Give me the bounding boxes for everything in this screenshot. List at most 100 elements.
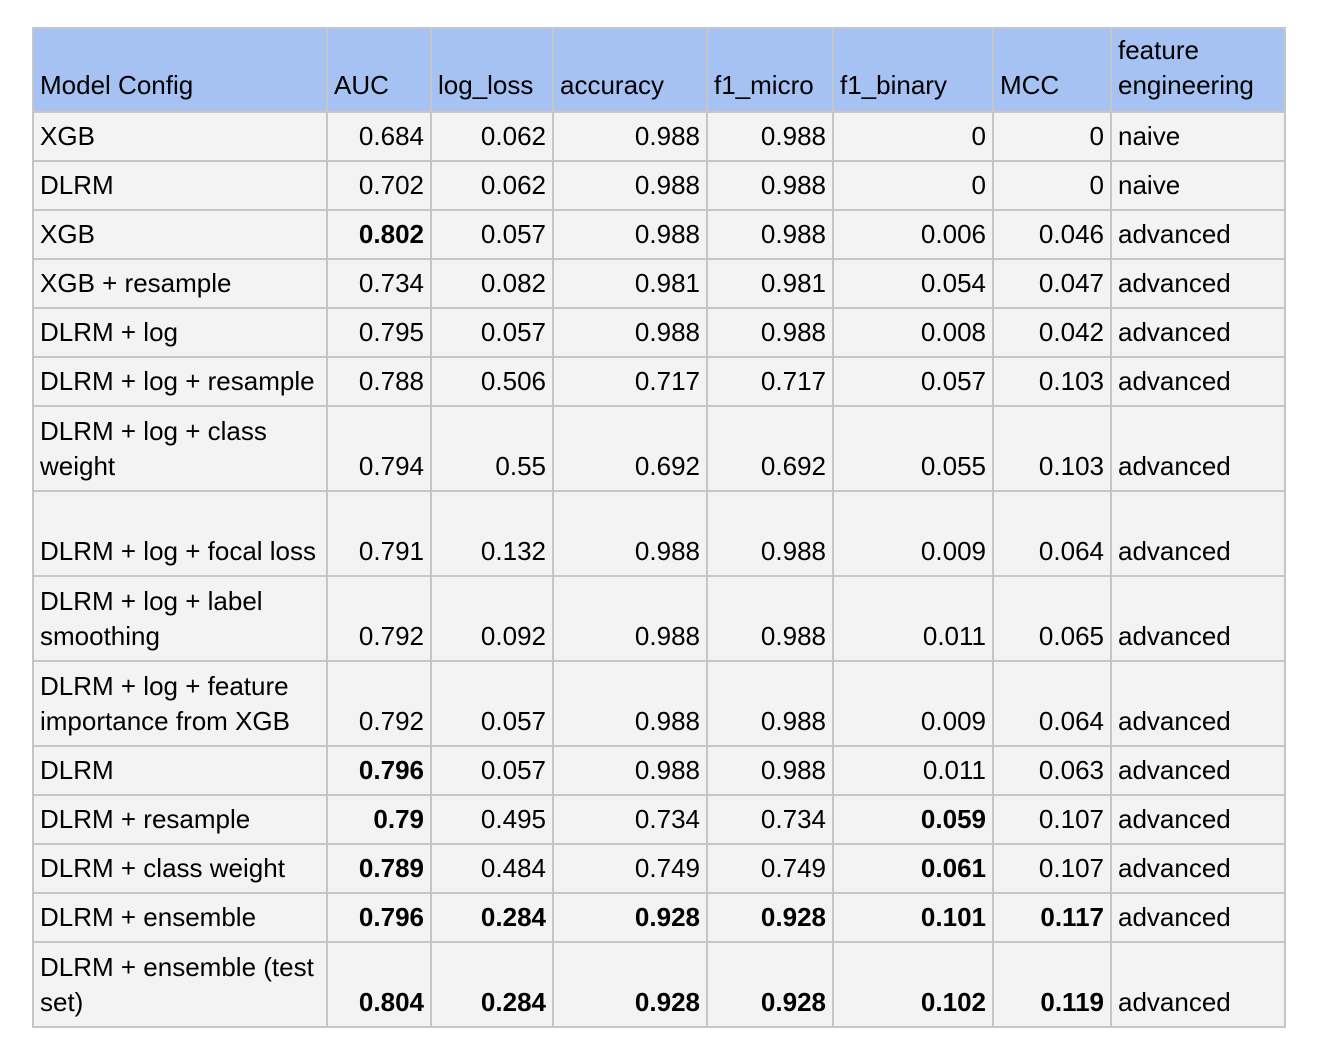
cell-log-loss: 0.484: [430, 843, 554, 894]
cell-f1-micro: 0.988: [706, 111, 834, 162]
table-row: DLRM + class weight 0.789 0.484 0.749 0.749 0…: [32, 843, 1286, 894]
cell-feature-engineering: advanced: [1110, 209, 1286, 260]
cell-mcc: 0.107: [992, 843, 1112, 894]
cell-log-loss: 0.082: [430, 258, 554, 309]
cell-f1-binary: 0.061: [832, 843, 994, 894]
cell-f1-micro: 0.749: [706, 843, 834, 894]
cell-model-config: DLRM + log + resample: [32, 356, 328, 407]
table-row: XGB 0.684 0.062 0.988 0.988 0 0 naive: [32, 111, 1286, 162]
cell-mcc: 0.107: [992, 794, 1112, 845]
cell-feature-engineering: advanced: [1110, 941, 1286, 1028]
cell-f1-micro: 0.928: [706, 941, 834, 1028]
cell-model-config: DLRM + class weight: [32, 843, 328, 894]
cell-auc: 0.734: [326, 258, 432, 309]
table-row: DLRM + log + focal loss 0.791 0.132 0.988 0.…: [32, 490, 1286, 577]
cell-feature-engineering: naive: [1110, 111, 1286, 162]
cell-log-loss: 0.057: [430, 209, 554, 260]
cell-auc: 0.791: [326, 490, 432, 577]
table-header: Model Config AUC log_loss accuracy f1_mi…: [32, 27, 1286, 113]
cell-f1-micro: 0.988: [706, 307, 834, 358]
cell-f1-binary: 0.006: [832, 209, 994, 260]
column-header-f1-binary: f1_binary: [832, 27, 994, 113]
cell-model-config: XGB: [32, 111, 328, 162]
cell-accuracy: 0.981: [552, 258, 708, 309]
cell-feature-engineering: advanced: [1110, 843, 1286, 894]
cell-log-loss: 0.062: [430, 111, 554, 162]
cell-log-loss: 0.284: [430, 892, 554, 943]
cell-accuracy: 0.928: [552, 941, 708, 1028]
cell-feature-engineering: advanced: [1110, 892, 1286, 943]
column-header-log-loss: log_loss: [430, 27, 554, 113]
cell-log-loss: 0.495: [430, 794, 554, 845]
cell-f1-binary: 0.008: [832, 307, 994, 358]
cell-auc: 0.684: [326, 111, 432, 162]
cell-mcc: 0.063: [992, 745, 1112, 796]
cell-log-loss: 0.062: [430, 160, 554, 211]
cell-f1-binary: 0.101: [832, 892, 994, 943]
cell-mcc: 0.065: [992, 575, 1112, 662]
cell-auc: 0.792: [326, 575, 432, 662]
cell-f1-binary: 0.054: [832, 258, 994, 309]
cell-auc: 0.804: [326, 941, 432, 1028]
cell-model-config: XGB + resample: [32, 258, 328, 309]
cell-mcc: 0.117: [992, 892, 1112, 943]
cell-auc: 0.792: [326, 660, 432, 747]
cell-log-loss: 0.284: [430, 941, 554, 1028]
cell-f1-binary: 0: [832, 111, 994, 162]
header-row: Model Config AUC log_loss accuracy f1_mi…: [32, 27, 1286, 113]
cell-model-config: DLRM: [32, 160, 328, 211]
cell-f1-micro: 0.981: [706, 258, 834, 309]
table-row: DLRM + log + resample 0.788 0.506 0.717 0.71…: [32, 356, 1286, 407]
table-row: XGB + resample 0.734 0.082 0.981 0.981 0.054 0…: [32, 258, 1286, 309]
table-row: DLRM + log + label smoothing 0.792 0.092 0.…: [32, 575, 1286, 662]
cell-feature-engineering: advanced: [1110, 307, 1286, 358]
cell-f1-binary: 0.057: [832, 356, 994, 407]
column-header-f1-micro: f1_micro: [706, 27, 834, 113]
cell-accuracy: 0.749: [552, 843, 708, 894]
cell-f1-micro: 0.988: [706, 575, 834, 662]
cell-f1-micro: 0.928: [706, 892, 834, 943]
column-header-accuracy: accuracy: [552, 27, 708, 113]
cell-mcc: 0.046: [992, 209, 1112, 260]
cell-auc: 0.802: [326, 209, 432, 260]
cell-feature-engineering: naive: [1110, 160, 1286, 211]
cell-accuracy: 0.988: [552, 111, 708, 162]
cell-f1-binary: 0.055: [832, 405, 994, 492]
cell-f1-binary: 0.011: [832, 575, 994, 662]
cell-f1-binary: 0: [832, 160, 994, 211]
cell-accuracy: 0.988: [552, 575, 708, 662]
column-header-mcc: MCC: [992, 27, 1112, 113]
cell-accuracy: 0.988: [552, 209, 708, 260]
cell-f1-micro: 0.988: [706, 209, 834, 260]
cell-mcc: 0.103: [992, 356, 1112, 407]
cell-auc: 0.794: [326, 405, 432, 492]
cell-model-config: DLRM + log + class weight: [32, 405, 328, 492]
cell-f1-micro: 0.734: [706, 794, 834, 845]
cell-log-loss: 0.506: [430, 356, 554, 407]
cell-feature-engineering: advanced: [1110, 356, 1286, 407]
results-table: Model Config AUC log_loss accuracy f1_mi…: [32, 27, 1286, 1028]
cell-mcc: 0.064: [992, 660, 1112, 747]
cell-auc: 0.796: [326, 892, 432, 943]
cell-feature-engineering: advanced: [1110, 794, 1286, 845]
table-row: DLRM + ensemble 0.796 0.284 0.928 0.928 0.101…: [32, 892, 1286, 943]
cell-accuracy: 0.717: [552, 356, 708, 407]
cell-accuracy: 0.988: [552, 660, 708, 747]
cell-f1-binary: 0.009: [832, 490, 994, 577]
cell-model-config: DLRM + resample: [32, 794, 328, 845]
cell-feature-engineering: advanced: [1110, 660, 1286, 747]
cell-model-config: DLRM + log + focal loss: [32, 490, 328, 577]
cell-accuracy: 0.734: [552, 794, 708, 845]
cell-model-config: XGB: [32, 209, 328, 260]
cell-accuracy: 0.692: [552, 405, 708, 492]
cell-auc: 0.795: [326, 307, 432, 358]
table-body: XGB 0.684 0.062 0.988 0.988 0 0 naive DLRM 0.702 0…: [32, 111, 1286, 1028]
cell-model-config: DLRM + log + label smoothing: [32, 575, 328, 662]
cell-log-loss: 0.057: [430, 307, 554, 358]
cell-accuracy: 0.928: [552, 892, 708, 943]
cell-log-loss: 0.057: [430, 745, 554, 796]
cell-mcc: 0.042: [992, 307, 1112, 358]
cell-f1-micro: 0.692: [706, 405, 834, 492]
cell-accuracy: 0.988: [552, 745, 708, 796]
cell-f1-micro: 0.988: [706, 490, 834, 577]
